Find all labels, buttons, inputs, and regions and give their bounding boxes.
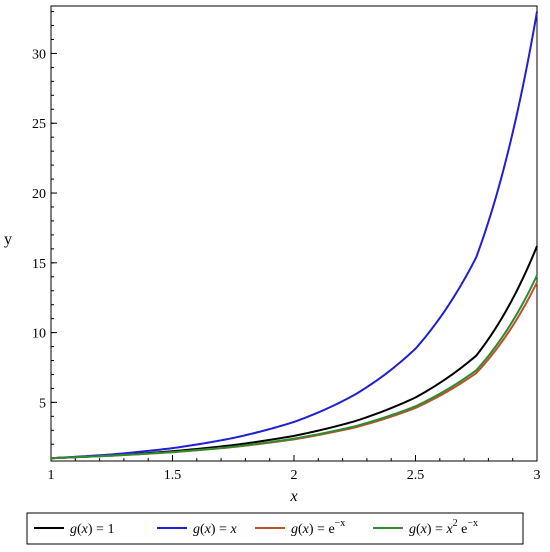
legend-item-2: g(x) = x — [157, 522, 237, 537]
x-tick-label: 2.5 — [407, 468, 425, 483]
x-tick-label: 2 — [291, 468, 298, 483]
y-tick-label: 30 — [32, 47, 46, 62]
legend-label: g(x) = 1 — [70, 522, 114, 537]
y-tick-label: 20 — [32, 187, 46, 202]
legend-label: g(x) = e−x — [291, 518, 345, 537]
x-tick-label: 3 — [534, 468, 541, 483]
series-lines — [50, 11, 538, 460]
legend-label: g(x) = x — [193, 522, 237, 537]
y-tick-label: 25 — [32, 117, 46, 132]
y-tick-label: 15 — [32, 257, 46, 272]
legend-item-1: g(x) = 1 — [34, 522, 114, 537]
legend-item-3: g(x) = e−x — [255, 518, 345, 537]
legend-label: g(x) = x2 e−x — [409, 518, 478, 537]
y-tick-label: 5 — [39, 396, 46, 411]
x-tick-label: 1.5 — [164, 468, 182, 483]
x-axis-title: x — [289, 488, 297, 505]
series-line-4 — [50, 274, 538, 460]
y-tick-label: 10 — [32, 327, 46, 342]
y-axis-ticks: 5 10 15 20 25 30 — [32, 11, 57, 459]
series-line-2 — [50, 11, 538, 460]
series-line-3 — [50, 281, 538, 460]
legend-item-4: g(x) = x2 e−x — [373, 518, 478, 537]
legend: g(x) = 1 g(x) = x g(x) = e−x g(x) = x2 e−x — [26, 512, 524, 545]
x-tick-label: 1 — [48, 468, 55, 483]
x-axis-ticks: 1 1.5 2 2.5 3 — [48, 455, 541, 483]
plot-frame — [50, 5, 538, 462]
y-axis-title: y — [4, 231, 12, 248]
